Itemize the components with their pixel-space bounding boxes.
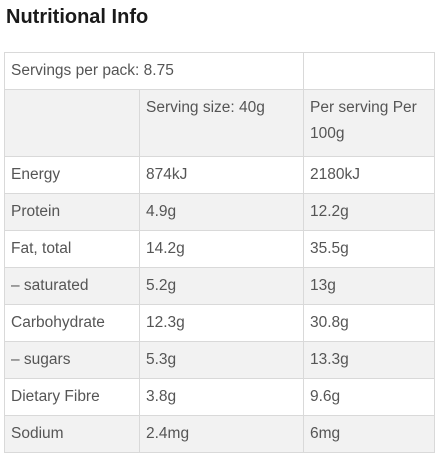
table-row: Energy 874kJ 2180kJ (4, 156, 435, 194)
per-serving-value: 5.2g (139, 267, 304, 305)
table-row: Carbohydrate 12.3g 30.8g (4, 304, 435, 342)
nutrient-name: – saturated (4, 267, 140, 305)
table-row: Fat, total 14.2g 35.5g (4, 230, 435, 268)
per-100g-value: 2180kJ (303, 156, 435, 194)
per-100g-value: 6mg (303, 415, 435, 453)
per-100g-value: 13g (303, 267, 435, 305)
header-empty-cell (4, 89, 140, 157)
table-row: – saturated 5.2g 13g (4, 267, 435, 305)
table-row: – sugars 5.3g 13.3g (4, 341, 435, 379)
servings-per-pack: Servings per pack: 8.75 (4, 52, 304, 90)
nutrient-name: Sodium (4, 415, 140, 453)
per-serving-value: 3.8g (139, 378, 304, 416)
nutrient-name: Protein (4, 193, 140, 231)
table-row: Dietary Fibre 3.8g 9.6g (4, 378, 435, 416)
per-100g-value: 13.3g (303, 341, 435, 379)
per-100g-value: 30.8g (303, 304, 435, 342)
table-row: Protein 4.9g 12.2g (4, 193, 435, 231)
per-serving-value: 2.4mg (139, 415, 304, 453)
per-serving-value: 874kJ (139, 156, 304, 194)
nutrient-name: Fat, total (4, 230, 140, 268)
header-row: Serving size: 40g Per serving Per 100g (4, 89, 435, 157)
nutrition-table: Servings per pack: 8.75 Serving size: 40… (4, 52, 435, 453)
nutrient-name: – sugars (4, 341, 140, 379)
nutrient-name: Carbohydrate (4, 304, 140, 342)
nutrient-name: Dietary Fibre (4, 378, 140, 416)
per-serving-value: 5.3g (139, 341, 304, 379)
per-100g-value: 9.6g (303, 378, 435, 416)
table-row: Sodium 2.4mg 6mg (4, 415, 435, 453)
page-title: Nutritional Info (6, 6, 149, 28)
per-serving-value: 14.2g (139, 230, 304, 268)
per-serving-value: 12.3g (139, 304, 304, 342)
per-serving-value: 4.9g (139, 193, 304, 231)
per-100g-value: 12.2g (303, 193, 435, 231)
per-100g-value: 35.5g (303, 230, 435, 268)
header-per-100g: Per serving Per 100g (303, 89, 435, 157)
servings-row: Servings per pack: 8.75 (4, 52, 435, 90)
empty-cell (303, 52, 435, 90)
header-serving-size: Serving size: 40g (139, 89, 304, 157)
nutrient-name: Energy (4, 156, 140, 194)
